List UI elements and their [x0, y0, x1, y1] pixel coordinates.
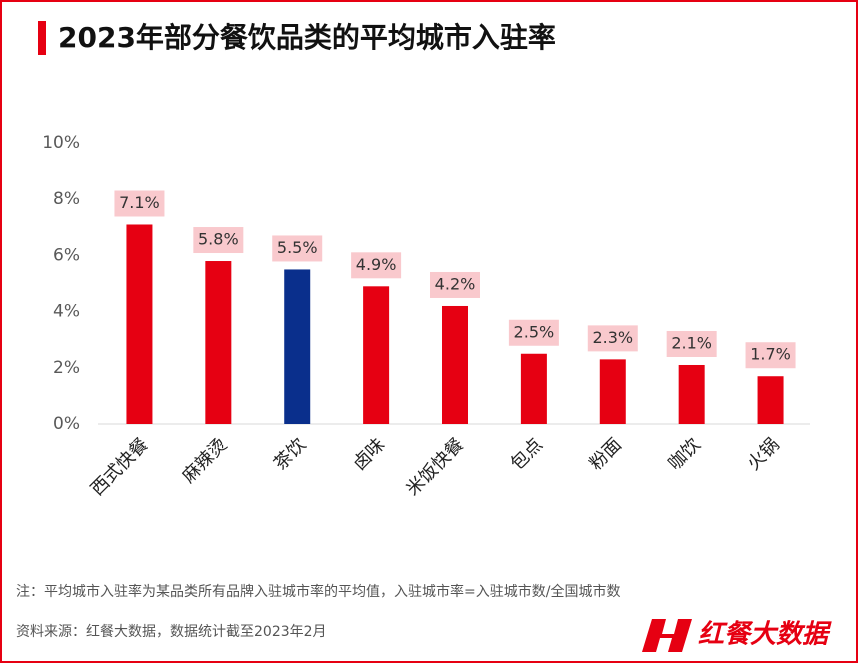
- x-tick-label: 西式快餐: [87, 434, 153, 500]
- value-label-bg: [272, 235, 323, 262]
- value-label-bg: [508, 319, 559, 346]
- bar: [284, 269, 311, 424]
- value-label-bg: [587, 325, 638, 352]
- value-label: 5.5%: [277, 238, 318, 257]
- y-tick-label: 2%: [53, 358, 80, 378]
- value-label-bg: [666, 330, 717, 357]
- x-tick-label: 麻辣烫: [178, 434, 231, 487]
- bar: [205, 261, 232, 424]
- x-tick-label: 粉面: [586, 434, 626, 474]
- x-tick-label: 咖饮: [664, 434, 704, 474]
- title-accent: [38, 21, 46, 55]
- source: 资料来源：红餐大数据，数据统计截至2023年2月: [16, 624, 327, 640]
- y-tick-label: 8%: [53, 189, 80, 209]
- y-tick-label: 0%: [53, 414, 80, 434]
- value-label: 7.1%: [119, 193, 160, 212]
- value-label-bg: [114, 190, 165, 217]
- y-tick-label: 4%: [53, 302, 80, 322]
- x-tick-label: 茶饮: [270, 434, 310, 474]
- value-label: 2.1%: [671, 333, 712, 352]
- bar: [678, 364, 705, 424]
- value-label: 5.8%: [198, 230, 239, 249]
- value-label: 2.5%: [514, 322, 555, 341]
- value-label: 4.2%: [435, 274, 476, 293]
- bar: [442, 305, 468, 424]
- y-tick-label: 6%: [53, 245, 80, 265]
- bar: [126, 224, 153, 424]
- logo-text: 红餐大数据: [698, 620, 832, 650]
- logo-icon: [642, 619, 692, 652]
- value-label-bg: [430, 271, 480, 298]
- value-label: 4.9%: [356, 255, 397, 274]
- x-tick-label: 卤味: [349, 434, 389, 474]
- value-label-bg: [351, 252, 402, 279]
- value-label: 2.3%: [592, 328, 633, 347]
- bar: [520, 353, 547, 424]
- x-tick-label: 米饭快餐: [402, 434, 468, 500]
- value-label: 1.7%: [750, 345, 791, 364]
- y-tick-label: 10%: [42, 133, 80, 153]
- chart-title: 2023年部分餐饮品类的平均城市入驻率: [58, 21, 556, 54]
- value-label-bg: [193, 227, 244, 254]
- value-label-bg: [745, 342, 796, 369]
- x-tick-label: 火锅: [743, 434, 783, 474]
- bar: [599, 359, 626, 424]
- x-tick-label: 包点: [507, 434, 547, 474]
- bar: [363, 286, 390, 424]
- bar: [757, 376, 784, 424]
- note: 注：平均城市入驻率为某品类所有品牌入驻城市率的平均值，入驻城市率=入驻城市数/全…: [16, 583, 620, 600]
